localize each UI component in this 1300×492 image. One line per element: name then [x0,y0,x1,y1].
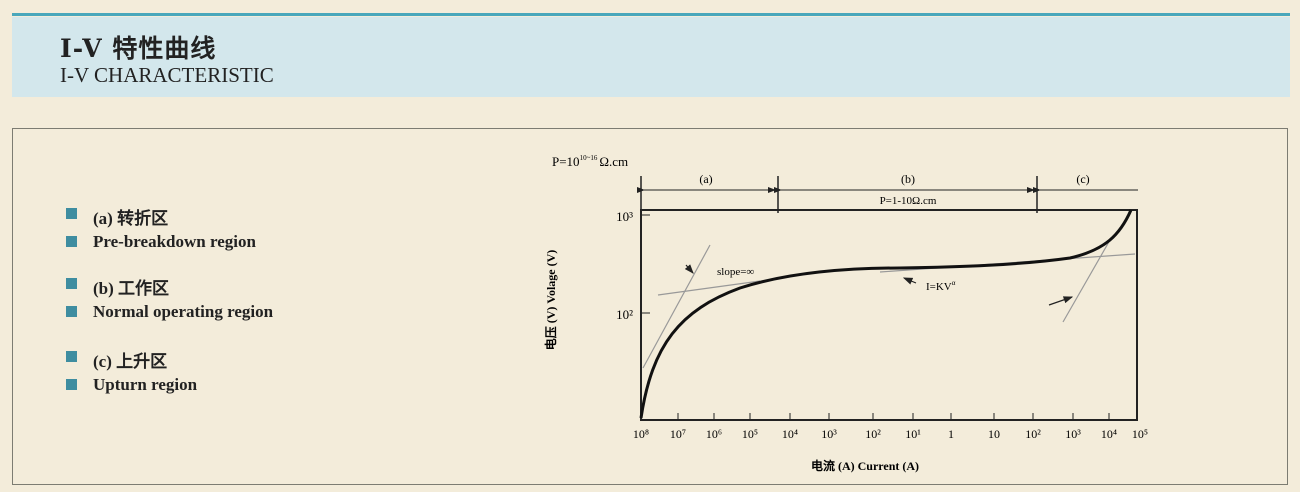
x-ticks [640,413,1138,420]
x-tick-label: 10⁷ [670,427,686,441]
region-b-resistivity: P=1-10Ω.cm [880,195,937,207]
x-tick-label: 10⁴ [782,427,798,441]
x-tick-label: 10⁶ [706,427,722,441]
bullet-icon [66,306,77,317]
region-b-label: (b) [901,172,915,186]
x-tick-label: 10⁵ [1132,427,1148,441]
x-tick-label: 10⁴ [1101,427,1117,441]
law-annotation: I=KVα [926,279,956,293]
x-tick-label: 10² [1025,427,1041,441]
x-tick-label: 10 [988,427,1000,441]
x-axis-label: 电流 (A) Current (A) [811,458,919,473]
region-a-tangent-line [657,280,761,296]
resistivity-label: P=1010~16 Ω.cm [552,154,628,169]
law-annotation-arrow [902,277,917,285]
bullet-icon [66,208,77,219]
iv-curve [639,209,1133,419]
upturn-guide-line [1062,239,1111,323]
slope-guide-line [642,244,711,369]
page-title-en: I-V CHARACTERISTIC [60,63,274,87]
bullet-icon [66,236,77,247]
y-tick-label: 10² [616,307,633,322]
slope-annotation-arrow [684,264,694,274]
x-tick-label: 10³ [821,427,837,441]
content-panel [12,128,1288,485]
x-tick-label: 10¹ [905,427,921,441]
header-accent-line [12,13,1290,16]
bullet-icon [66,351,77,362]
region-a-label: (a) [699,172,712,186]
x-tick-label: 10⁸ [633,427,649,441]
x-tick-label: 10³ [1065,427,1081,441]
y-axis-label: 电压 (V) Volage (V) [543,250,558,351]
page-header: I-V 特性曲线 I-V CHARACTERISTIC [12,17,1290,97]
x-tick-label: 10⁵ [742,427,758,441]
bullet-icon [66,379,77,390]
plot-frame [640,209,1138,421]
bullet-icon [66,278,77,289]
upturn-annotation-arrow [1048,296,1074,306]
x-tick-label: 10² [865,427,881,441]
slope-annotation: slope=∞ [717,266,754,278]
x-tick-label: 1 [948,427,954,441]
region-c-label: (c) [1076,172,1089,186]
page-title-cn: I-V 特性曲线 [60,34,217,63]
y-tick-label: 10³ [616,209,633,224]
